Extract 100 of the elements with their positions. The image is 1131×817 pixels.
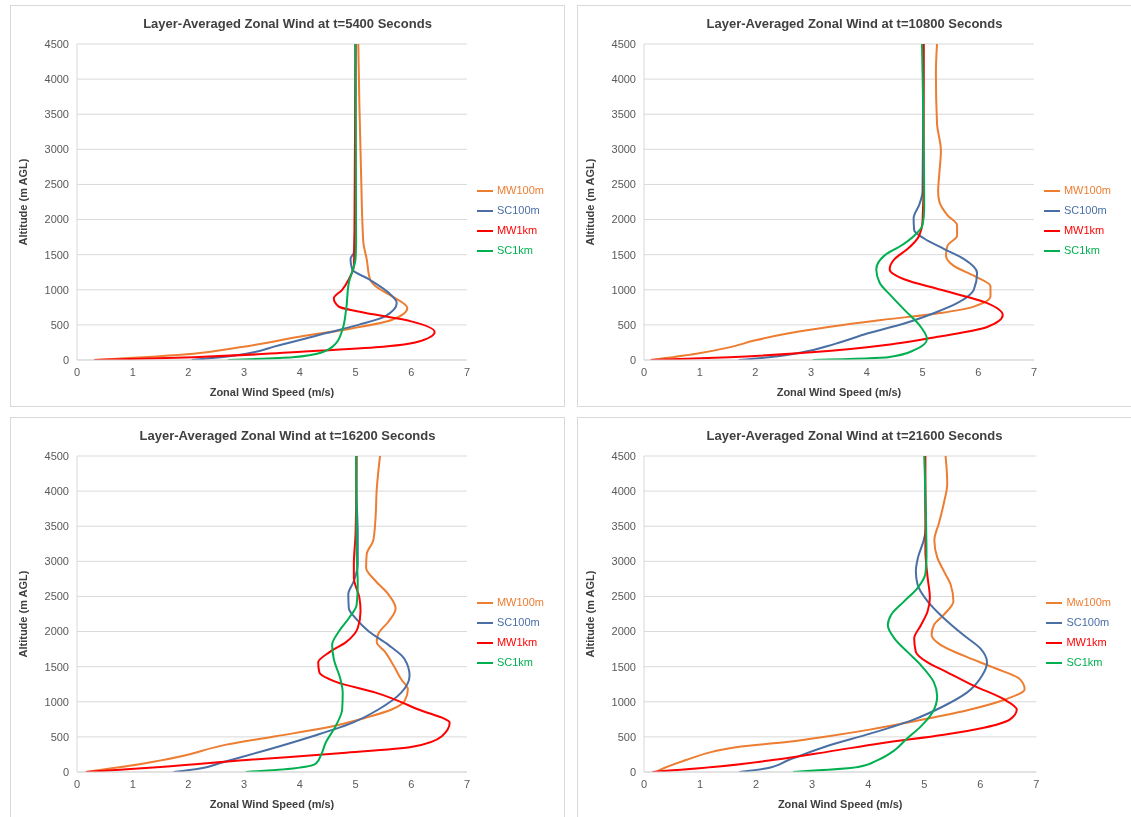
y-tick-label: 1000 <box>44 283 69 296</box>
y-tick-label: 500 <box>617 318 636 331</box>
x-tick-label: 3 <box>241 365 248 378</box>
legend-label: Mw100m <box>1066 596 1111 608</box>
x-tick-label: 5 <box>352 777 359 790</box>
x-tick-label: 5 <box>921 777 928 790</box>
y-tick-label: 4500 <box>44 37 69 50</box>
y-axis-title: Altitude (m AGL) <box>16 570 29 658</box>
x-tick-label: 6 <box>408 777 415 790</box>
legend-label: MW1km <box>496 636 538 648</box>
x-tick-label: 2 <box>185 777 192 790</box>
y-axis-title: Altitude (m AGL) <box>583 158 596 246</box>
y-tick-label: 3000 <box>44 555 69 568</box>
x-tick-label: 6 <box>977 777 984 790</box>
y-tick-label: 500 <box>617 730 636 743</box>
x-tick-label: 4 <box>296 777 303 790</box>
y-tick-label: 2000 <box>44 213 69 226</box>
legend-label: SC100m <box>496 204 540 216</box>
x-axis-title: Zonal Wind Speed (m/s) <box>209 798 335 810</box>
y-axis-title: Altitude (m AGL) <box>16 158 29 246</box>
y-tick-label: 1000 <box>611 283 636 296</box>
y-tick-label: 3000 <box>44 143 69 156</box>
y-tick-label: 0 <box>62 353 69 366</box>
x-tick-label: 1 <box>129 777 136 790</box>
y-tick-label: 2500 <box>44 178 69 191</box>
y-tick-label: 3000 <box>611 555 636 568</box>
legend-label: MW1km <box>1063 224 1105 236</box>
y-tick-label: 2500 <box>611 178 636 191</box>
legend-label: MW100m <box>496 184 544 196</box>
x-axis-title: Zonal Wind Speed (m/s) <box>777 798 903 810</box>
legend-label: SC1km <box>496 244 533 256</box>
x-tick-label: 1 <box>696 777 704 790</box>
y-tick-label: 2500 <box>44 590 69 603</box>
y-tick-label: 1500 <box>611 660 636 673</box>
y-tick-label: 4000 <box>44 485 69 498</box>
x-tick-label: 0 <box>73 777 81 790</box>
y-tick-label: 1000 <box>611 695 636 708</box>
x-tick-label: 0 <box>640 365 648 378</box>
y-tick-label: 4500 <box>44 449 69 462</box>
chart-title: Layer-Averaged Zonal Wind at t=5400 Seconds <box>142 16 433 33</box>
y-tick-label: 1500 <box>44 248 69 261</box>
legend-label: MW100m <box>1063 184 1111 196</box>
chart-title: Layer-Averaged Zonal Wind at t=21600 Seconds <box>705 428 1004 445</box>
legend-label: MW100m <box>496 596 544 608</box>
x-tick-label: 1 <box>696 365 703 378</box>
x-tick-label: 7 <box>463 777 470 790</box>
y-tick-label: 4500 <box>611 37 636 50</box>
x-tick-label: 3 <box>241 777 248 790</box>
y-tick-label: 1000 <box>44 695 69 708</box>
y-tick-label: 3500 <box>611 520 636 533</box>
x-tick-label: 5 <box>919 365 926 378</box>
y-tick-label: 3000 <box>611 143 636 156</box>
y-tick-label: 3500 <box>611 108 636 121</box>
y-tick-label: 4000 <box>611 73 636 86</box>
y-tick-label: 500 <box>50 318 69 331</box>
legend-label: MW1km <box>1066 636 1107 648</box>
y-tick-label: 0 <box>629 353 636 366</box>
legend-label: MW1km <box>496 224 538 236</box>
y-tick-label: 0 <box>62 765 69 778</box>
y-axis-title: Altitude (m AGL) <box>583 570 596 658</box>
y-tick-label: 4500 <box>611 449 636 462</box>
x-tick-label: 4 <box>865 777 872 790</box>
legend-label: SC100m <box>1066 616 1110 628</box>
x-tick-label: 7 <box>1030 365 1037 378</box>
x-tick-label: 7 <box>463 365 470 378</box>
legend-label: SC1km <box>496 656 533 668</box>
chart-title: Layer-Averaged Zonal Wind at t=16200 Seconds <box>138 428 437 445</box>
y-tick-label: 1500 <box>44 660 69 673</box>
x-axis-title: Zonal Wind Speed (m/s) <box>776 386 902 398</box>
x-tick-label: 4 <box>863 365 870 378</box>
legend-label: SC1km <box>1063 244 1100 256</box>
y-tick-label: 3500 <box>44 108 69 121</box>
x-tick-label: 2 <box>185 365 192 378</box>
y-tick-label: 2000 <box>611 625 636 638</box>
legend-label: SC100m <box>1063 204 1107 216</box>
x-tick-label: 2 <box>752 365 759 378</box>
y-tick-label: 4000 <box>611 485 636 498</box>
legend-label: SC1km <box>1066 656 1103 668</box>
x-tick-label: 3 <box>809 777 816 790</box>
chart-title: Layer-Averaged Zonal Wind at t=10800 Seconds <box>705 16 1004 33</box>
y-tick-label: 0 <box>629 765 636 778</box>
x-tick-label: 0 <box>640 777 648 790</box>
x-tick-label: 6 <box>408 365 415 378</box>
x-tick-label: 2 <box>753 777 760 790</box>
legend-label: SC100m <box>496 616 540 628</box>
y-tick-label: 4000 <box>44 73 69 86</box>
x-tick-label: 0 <box>73 365 81 378</box>
y-tick-label: 2000 <box>44 625 69 638</box>
y-tick-label: 1500 <box>611 248 636 261</box>
y-tick-label: 500 <box>50 730 69 743</box>
y-tick-label: 2000 <box>611 213 636 226</box>
y-tick-label: 2500 <box>611 590 636 603</box>
x-tick-label: 3 <box>808 365 815 378</box>
x-tick-label: 7 <box>1033 777 1040 790</box>
x-axis-title: Zonal Wind Speed (m/s) <box>209 386 335 398</box>
x-tick-label: 4 <box>296 365 303 378</box>
x-tick-label: 6 <box>975 365 982 378</box>
x-tick-label: 5 <box>352 365 359 378</box>
x-tick-label: 1 <box>129 365 136 378</box>
y-tick-label: 3500 <box>44 520 69 533</box>
